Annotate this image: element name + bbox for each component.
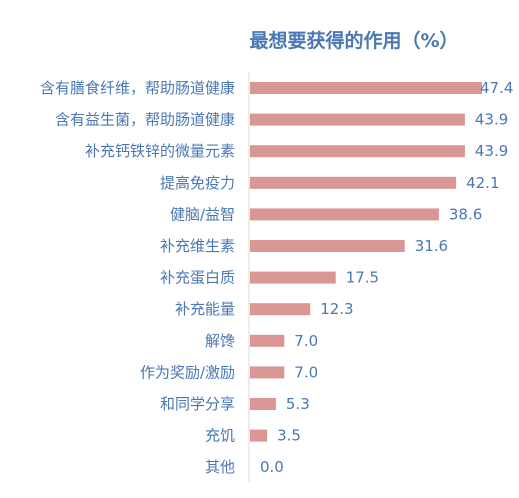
category-label: 作为奖励/激励 — [140, 363, 235, 381]
bar — [250, 366, 285, 379]
bar — [250, 240, 405, 252]
value-label: 7.0 — [294, 363, 318, 381]
bar — [250, 334, 285, 347]
category-label: 解馋 — [205, 332, 235, 350]
category-label: 含有益生菌，帮助肠道健康 — [55, 111, 235, 129]
category-label: 提高免疫力 — [160, 174, 235, 192]
bar — [250, 271, 336, 284]
value-label: 43.9 — [475, 142, 508, 160]
category-label: 充饥 — [205, 427, 235, 445]
bar — [250, 82, 482, 94]
value-label: 7.0 — [294, 332, 318, 350]
bar — [250, 398, 276, 410]
category-label: 其他 — [205, 458, 235, 476]
chart-title: 最想要获得的作用（%） — [249, 29, 458, 52]
value-label: 17.5 — [346, 269, 379, 287]
bar — [250, 208, 439, 221]
bar — [250, 429, 268, 442]
bars-group — [250, 82, 482, 442]
value-label: 42.1 — [466, 174, 499, 192]
value-label: 5.3 — [286, 395, 310, 413]
category-labels: 含有膳食纤维，帮助肠道健康含有益生菌，帮助肠道健康补充钙铁锌的微量元素提高免疫力… — [40, 79, 235, 476]
category-label: 补充钙铁锌的微量元素 — [85, 142, 235, 160]
category-label: 补充维生素 — [160, 237, 235, 255]
bar — [250, 145, 465, 158]
value-label: 38.6 — [449, 205, 482, 223]
value-label: 0.0 — [260, 458, 284, 476]
category-label: 含有膳食纤维，帮助肠道健康 — [40, 79, 235, 97]
value-label: 12.3 — [320, 300, 353, 318]
value-label: 43.9 — [475, 111, 508, 129]
bar — [250, 176, 457, 189]
bar — [250, 113, 465, 126]
category-label: 健脑/益智 — [170, 205, 235, 223]
category-label: 补充蛋白质 — [160, 269, 235, 287]
value-labels: 47.443.943.942.138.631.617.512.37.07.05.… — [260, 79, 513, 476]
value-label: 31.6 — [415, 237, 448, 255]
category-label: 和同学分享 — [160, 395, 235, 413]
category-label: 补充能量 — [175, 300, 235, 318]
bar — [250, 303, 311, 316]
value-label: 47.4 — [480, 79, 513, 97]
value-label: 3.5 — [277, 427, 301, 445]
